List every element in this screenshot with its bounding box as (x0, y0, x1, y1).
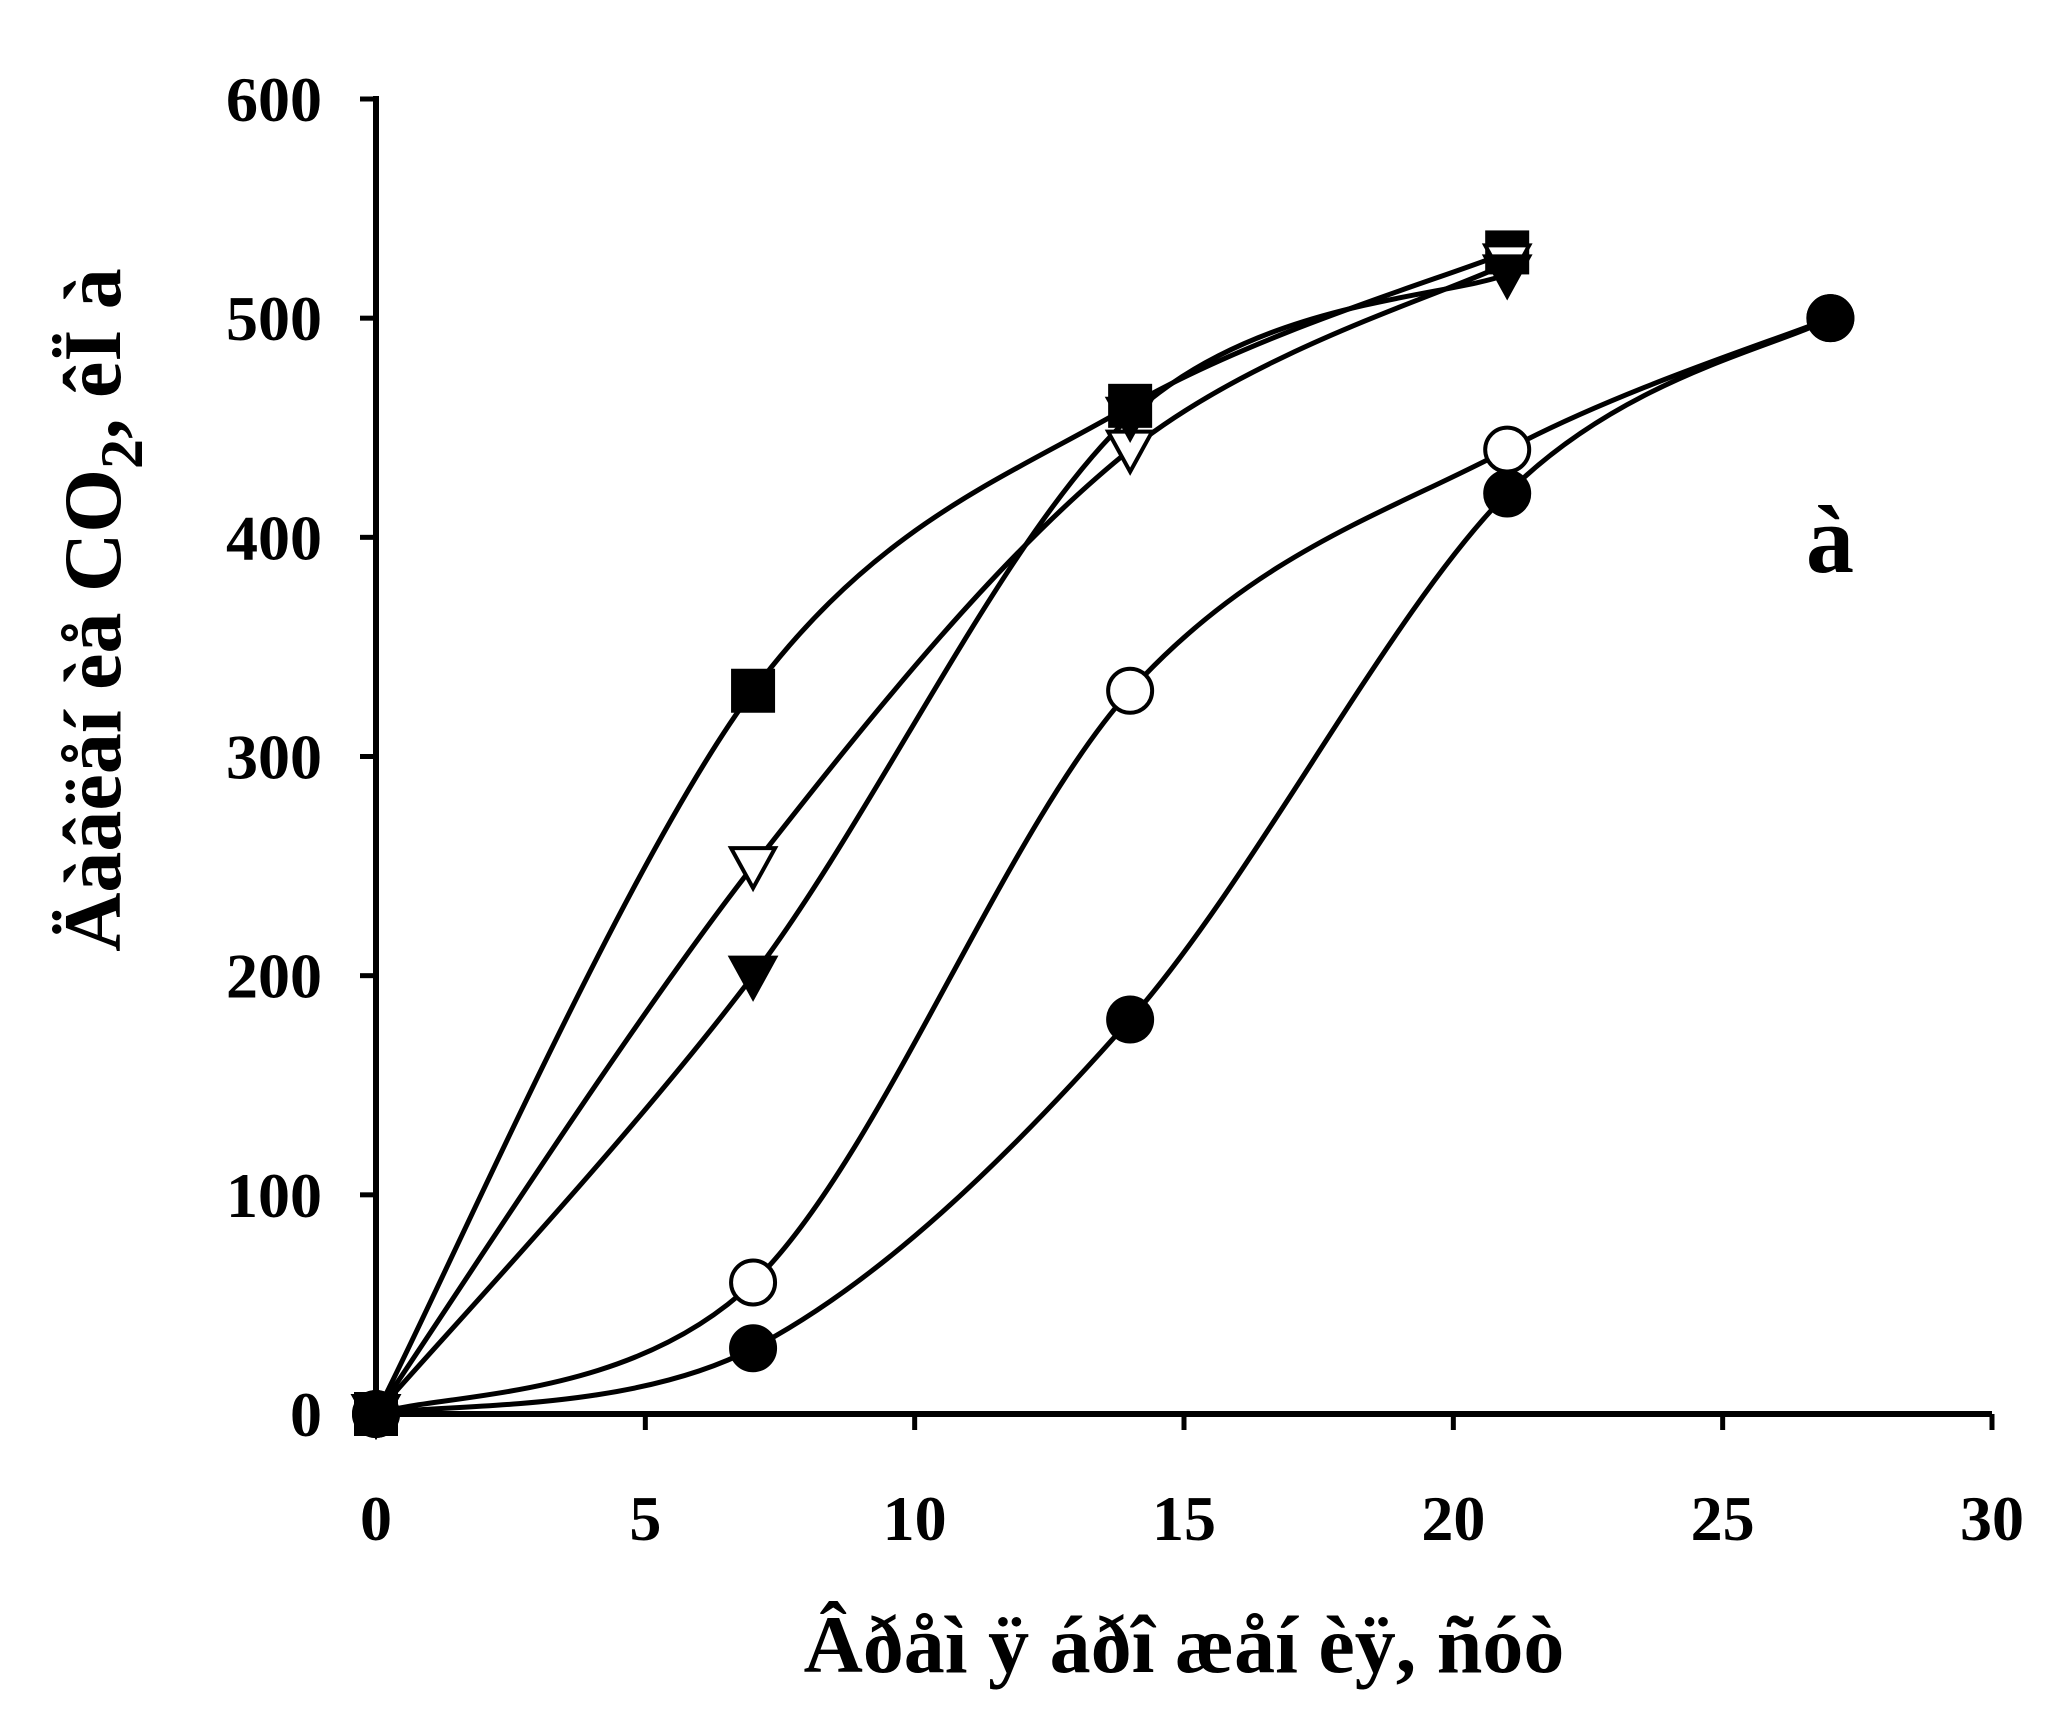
y-tick-label: 0 (290, 1379, 322, 1450)
y-tick-label: 100 (226, 1160, 322, 1231)
data-point-series-4 (729, 1324, 778, 1373)
y-tick-label: 200 (226, 941, 322, 1012)
y-tick-label: 400 (226, 502, 322, 573)
x-tick-label: 0 (360, 1483, 392, 1554)
data-point-series-0 (731, 668, 776, 713)
y-axis-title-subscript: 2 (89, 439, 155, 469)
x-tick-label: 25 (1691, 1483, 1755, 1554)
axes (373, 96, 1992, 1417)
series-line-2 (374, 271, 1509, 1416)
x-tick-label: 15 (1152, 1483, 1216, 1554)
data-point-series-2 (1104, 396, 1156, 443)
y-axis-title-tail: , êÏ à (47, 268, 138, 439)
data-point-series-4 (1806, 294, 1855, 343)
data-point-series-3 (729, 1258, 778, 1307)
series-line-4 (375, 315, 1832, 1417)
data-point-series-1 (727, 846, 779, 893)
x-tick-label: 5 (629, 1483, 661, 1554)
x-tick-label: 10 (883, 1483, 947, 1554)
data-point-series-2 (727, 955, 779, 1002)
series-line-1 (373, 261, 1509, 1416)
series-line-0 (373, 250, 1509, 1416)
data-point-series-2 (1481, 254, 1533, 301)
data-point-series-3 (1106, 666, 1155, 715)
x-axis-title: Âðåì ÿ áðî æåí èÿ, ñóò (804, 1599, 1565, 1690)
y-tick-label: 600 (226, 64, 322, 135)
y-axis-title: Äàâëåí èå CO2, êÏ à (47, 268, 155, 952)
plot-area (350, 230, 1855, 1441)
x-tick-label: 20 (1421, 1483, 1485, 1554)
panel-label: à (1806, 486, 1854, 593)
series-line-3 (375, 315, 1832, 1417)
svg-text:Äàâëåí èå CO2, êÏ à: Äàâëåí èå CO2, êÏ à (47, 268, 155, 952)
y-tick-label: 300 (226, 722, 322, 793)
data-point-series-3 (1483, 425, 1532, 474)
y-tick-label: 500 (226, 283, 322, 354)
data-point-series-4 (1106, 995, 1155, 1044)
y-axis-title-main: Äàâëåí èå CO (47, 469, 138, 952)
x-tick-label: 30 (1960, 1483, 2024, 1554)
data-point-series-4 (1483, 469, 1532, 518)
